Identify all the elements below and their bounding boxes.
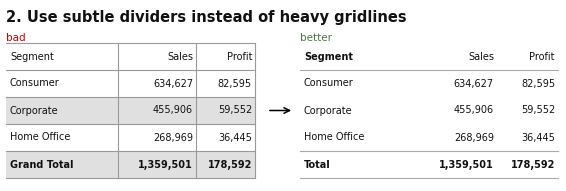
- Text: 59,552: 59,552: [218, 105, 252, 116]
- Text: 36,445: 36,445: [218, 133, 252, 142]
- Text: 36,445: 36,445: [521, 133, 555, 142]
- Text: Segment: Segment: [304, 52, 353, 62]
- Text: 59,552: 59,552: [521, 105, 555, 116]
- Text: Profit: Profit: [530, 52, 555, 62]
- Text: Profit: Profit: [226, 52, 252, 62]
- Text: Grand Total: Grand Total: [10, 159, 74, 169]
- Text: Consumer: Consumer: [304, 79, 354, 88]
- Text: 268,969: 268,969: [454, 133, 494, 142]
- Text: 178,592: 178,592: [511, 159, 555, 169]
- Bar: [6, 97, 255, 124]
- Text: 178,592: 178,592: [208, 159, 252, 169]
- Text: 455,906: 455,906: [454, 105, 494, 116]
- Text: 634,627: 634,627: [454, 79, 494, 88]
- Text: 2. Use subtle dividers instead of heavy gridlines: 2. Use subtle dividers instead of heavy …: [6, 10, 406, 25]
- Text: 268,969: 268,969: [153, 133, 193, 142]
- Text: Segment: Segment: [10, 52, 54, 62]
- Text: Consumer: Consumer: [10, 79, 60, 88]
- Text: 1,359,501: 1,359,501: [439, 159, 494, 169]
- Text: Home Office: Home Office: [304, 133, 365, 142]
- Text: Corporate: Corporate: [304, 105, 353, 116]
- Text: Sales: Sales: [468, 52, 494, 62]
- Text: bad: bad: [6, 33, 25, 43]
- Text: Sales: Sales: [167, 52, 193, 62]
- Text: Corporate: Corporate: [10, 105, 59, 116]
- Text: 82,595: 82,595: [218, 79, 252, 88]
- Text: 82,595: 82,595: [521, 79, 555, 88]
- Text: Home Office: Home Office: [10, 133, 70, 142]
- Text: better: better: [300, 33, 332, 43]
- Text: 634,627: 634,627: [153, 79, 193, 88]
- Text: 1,359,501: 1,359,501: [138, 159, 193, 169]
- Bar: [6, 151, 255, 178]
- Text: Total: Total: [304, 159, 331, 169]
- Text: 455,906: 455,906: [153, 105, 193, 116]
